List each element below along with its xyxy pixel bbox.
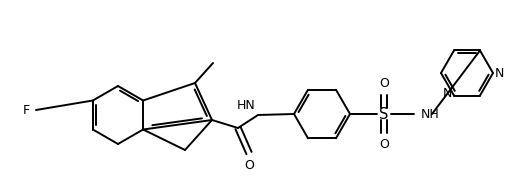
Text: O: O [379, 138, 389, 151]
Text: O: O [379, 77, 389, 90]
Text: N: N [443, 87, 452, 100]
Text: NH: NH [421, 108, 440, 120]
Text: O: O [244, 159, 254, 172]
Text: HN: HN [237, 99, 256, 111]
Text: S: S [379, 107, 389, 122]
Text: F: F [23, 103, 30, 117]
Text: N: N [495, 67, 505, 79]
